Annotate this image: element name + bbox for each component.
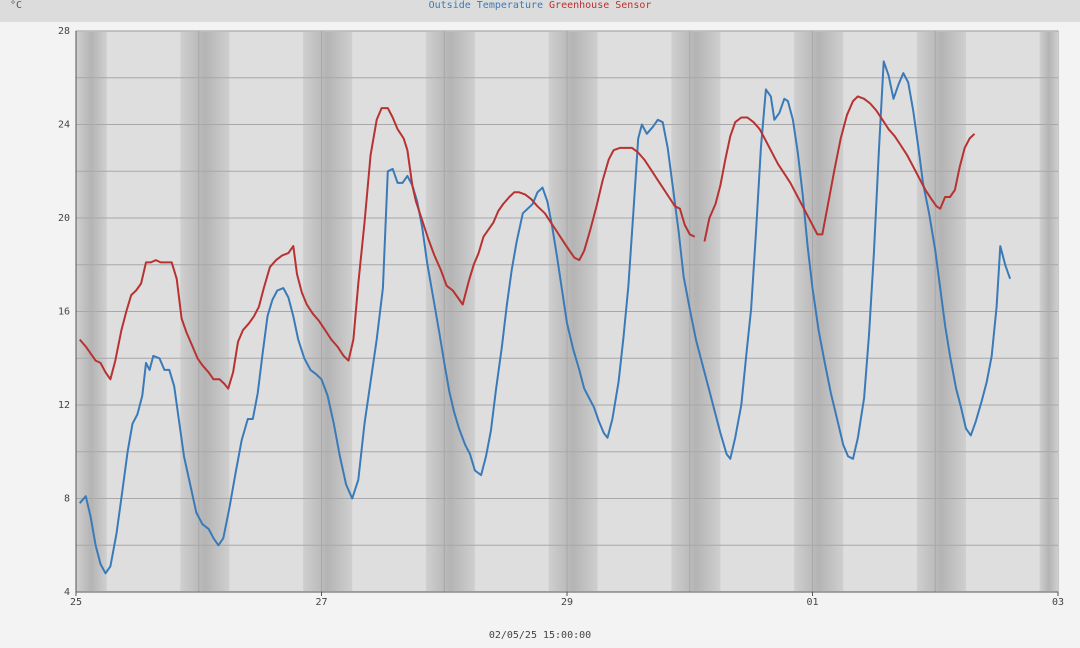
y-tick-label: 12 <box>58 400 70 411</box>
y-tick-label: 4 <box>64 587 70 598</box>
y-axis-unit-label: °C <box>10 0 23 11</box>
y-tick-label: 16 <box>58 307 70 318</box>
top-bar <box>0 0 1080 22</box>
x-tick-label: 27 <box>315 597 327 608</box>
y-tick-label: 28 <box>58 26 70 37</box>
series-line-outside-temperature <box>78 60 1012 575</box>
series-line-greenhouse-sensor <box>703 95 976 242</box>
legend-entry-outside-temperature: Outside Temperature <box>428 0 543 11</box>
y-tick-label: 8 <box>64 494 70 505</box>
y-tick-label: 24 <box>58 120 70 131</box>
x-tick-label: 01 <box>806 597 818 608</box>
x-tick-label: 25 <box>70 597 82 608</box>
series-line-greenhouse-sensor <box>78 107 696 390</box>
x-tick-label: 03 <box>1052 597 1064 608</box>
chart-legend: Outside Temperature Greenhouse Sensor <box>0 0 1080 12</box>
legend-entry-greenhouse-sensor: Greenhouse Sensor <box>549 0 652 11</box>
x-tick-label: 29 <box>561 597 573 608</box>
y-tick-label: 20 <box>58 213 70 224</box>
footer-timestamp: 02/05/25 15:00:00 <box>488 630 592 641</box>
